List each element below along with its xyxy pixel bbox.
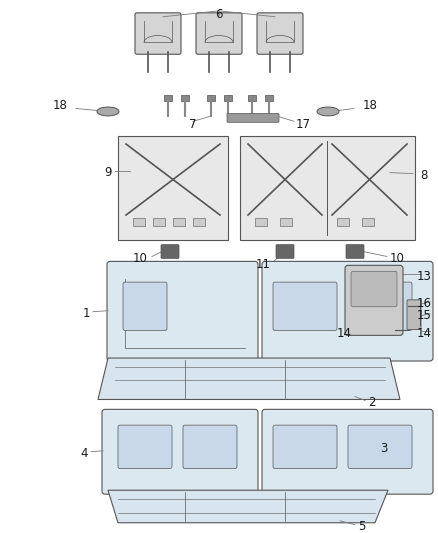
Text: 10: 10 (390, 252, 405, 265)
Text: 17: 17 (296, 118, 311, 131)
Text: 15: 15 (417, 309, 432, 322)
Bar (240, 136, 415, 240)
Text: 3: 3 (380, 442, 387, 455)
Bar (265, 95, 273, 101)
FancyBboxPatch shape (273, 282, 337, 330)
FancyBboxPatch shape (183, 425, 237, 469)
FancyBboxPatch shape (346, 245, 364, 259)
FancyBboxPatch shape (351, 271, 397, 307)
Text: 11: 11 (256, 258, 271, 271)
FancyBboxPatch shape (123, 282, 167, 330)
Bar (193, 218, 205, 226)
Text: 16: 16 (417, 297, 432, 310)
FancyBboxPatch shape (257, 13, 303, 54)
FancyBboxPatch shape (118, 425, 172, 469)
Bar (280, 218, 292, 226)
Bar (362, 218, 374, 226)
Polygon shape (108, 490, 388, 523)
FancyBboxPatch shape (102, 409, 258, 494)
Text: 14: 14 (417, 327, 432, 340)
Text: 8: 8 (420, 169, 428, 182)
Bar (255, 218, 267, 226)
Text: 18: 18 (53, 99, 67, 112)
Bar (133, 218, 145, 226)
FancyBboxPatch shape (348, 282, 412, 330)
Text: 9: 9 (105, 166, 112, 179)
FancyBboxPatch shape (135, 13, 181, 54)
FancyBboxPatch shape (345, 265, 403, 335)
Text: 6: 6 (215, 8, 223, 21)
Text: 5: 5 (358, 520, 365, 533)
FancyBboxPatch shape (276, 245, 294, 259)
Bar (173, 218, 185, 226)
Text: 4: 4 (81, 447, 88, 460)
FancyBboxPatch shape (262, 409, 433, 494)
Bar (118, 136, 228, 240)
FancyBboxPatch shape (107, 261, 258, 361)
Bar (337, 218, 349, 226)
Polygon shape (98, 358, 400, 399)
Text: 2: 2 (368, 396, 375, 409)
FancyBboxPatch shape (348, 425, 412, 469)
Bar (181, 95, 189, 101)
Bar (153, 218, 165, 226)
Text: 13: 13 (417, 270, 432, 282)
FancyBboxPatch shape (407, 300, 421, 329)
Ellipse shape (97, 107, 119, 116)
FancyBboxPatch shape (196, 13, 242, 54)
Ellipse shape (317, 107, 339, 116)
FancyBboxPatch shape (262, 261, 433, 361)
Text: 18: 18 (363, 99, 378, 112)
Text: 10: 10 (133, 252, 148, 265)
Bar (207, 95, 215, 101)
Text: 1: 1 (82, 307, 90, 320)
Text: 14: 14 (337, 327, 352, 340)
FancyBboxPatch shape (227, 114, 279, 122)
Bar (248, 95, 256, 101)
FancyBboxPatch shape (273, 425, 337, 469)
Bar (164, 95, 172, 101)
Bar (224, 95, 232, 101)
Text: 7: 7 (189, 118, 197, 131)
FancyBboxPatch shape (161, 245, 179, 259)
